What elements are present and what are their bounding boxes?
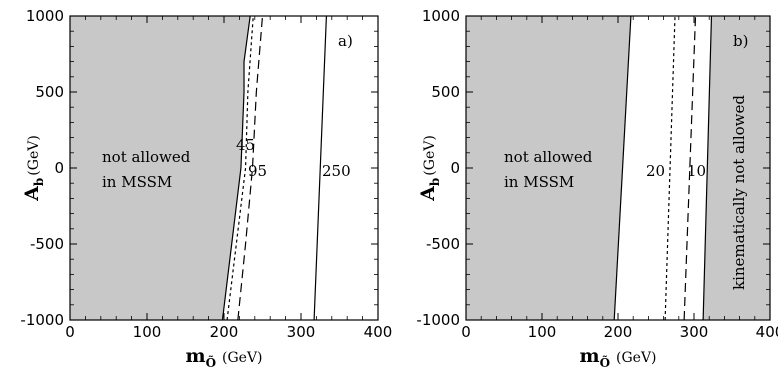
x-tick-label: 0	[65, 323, 75, 341]
y-tick-label: -1000	[20, 311, 64, 329]
contour-label-45: 45	[236, 136, 255, 154]
x-axis-title: mÕ (GeV)	[185, 345, 262, 368]
excluded-region-label: in MSSM	[504, 173, 574, 191]
contour-line-10	[683, 16, 697, 320]
chart-panel-a: 0 100 200 300 400 1000 500 0 -500 -1000 not allowe…	[20, 7, 392, 368]
contour-line-45	[226, 16, 254, 320]
y-axis-title: Ab(GeV)	[21, 135, 46, 202]
contour-label-20: 20	[646, 162, 665, 180]
y-tick-label: 0	[450, 159, 460, 177]
y-axis-title: Ab(GeV)	[417, 135, 442, 202]
panel-label: a)	[338, 32, 353, 50]
x-axis-title: mÕ (GeV)	[579, 345, 656, 368]
excluded-region-boundary	[613, 16, 632, 320]
x-tick-label: 200	[210, 323, 239, 341]
excluded-region-label: not allowed	[102, 148, 191, 166]
panel-label: b)	[733, 32, 748, 50]
plot-area	[70, 16, 328, 320]
excluded-region-label: not allowed	[504, 148, 593, 166]
excluded-region-right	[703, 16, 770, 320]
contour-label-250: 250	[322, 162, 351, 180]
contour-label-10: 10	[687, 162, 706, 180]
y-tick-label: -1000	[416, 311, 460, 329]
x-tick-label: 400	[756, 323, 778, 341]
y-tick-label: -500	[426, 235, 460, 253]
excluded-region-boundary	[221, 16, 251, 320]
contour-line-250	[313, 16, 328, 320]
excluded-region-boundary	[702, 16, 713, 320]
excluded-region-label: kinematically not allowed	[730, 95, 748, 290]
contour-label-95: 95	[248, 162, 267, 180]
chart-panel-b: 0 100 200 300 400 1000 500 0 -500 -1000 not allowe…	[416, 7, 778, 368]
x-tick-label: 400	[364, 323, 393, 341]
y-tick-label: 1000	[422, 7, 460, 25]
x-tick-label: 200	[604, 323, 633, 341]
excluded-region-left	[466, 16, 631, 320]
y-tick-label: 1000	[26, 7, 64, 25]
contour-line-95	[237, 16, 264, 320]
y-tick-label: -500	[30, 235, 64, 253]
x-tick-label: 100	[133, 323, 162, 341]
excluded-region-label: in MSSM	[102, 173, 172, 191]
contour-line-20	[664, 16, 676, 320]
plot-area	[466, 16, 770, 320]
excluded-region-left	[70, 16, 251, 320]
x-tick-label: 300	[287, 323, 316, 341]
x-tick-label: 0	[461, 323, 471, 341]
y-tick-label: 500	[35, 83, 64, 101]
y-tick-label: 0	[54, 159, 64, 177]
x-tick-label: 300	[680, 323, 709, 341]
x-tick-label: 100	[528, 323, 557, 341]
y-tick-label: 500	[431, 83, 460, 101]
